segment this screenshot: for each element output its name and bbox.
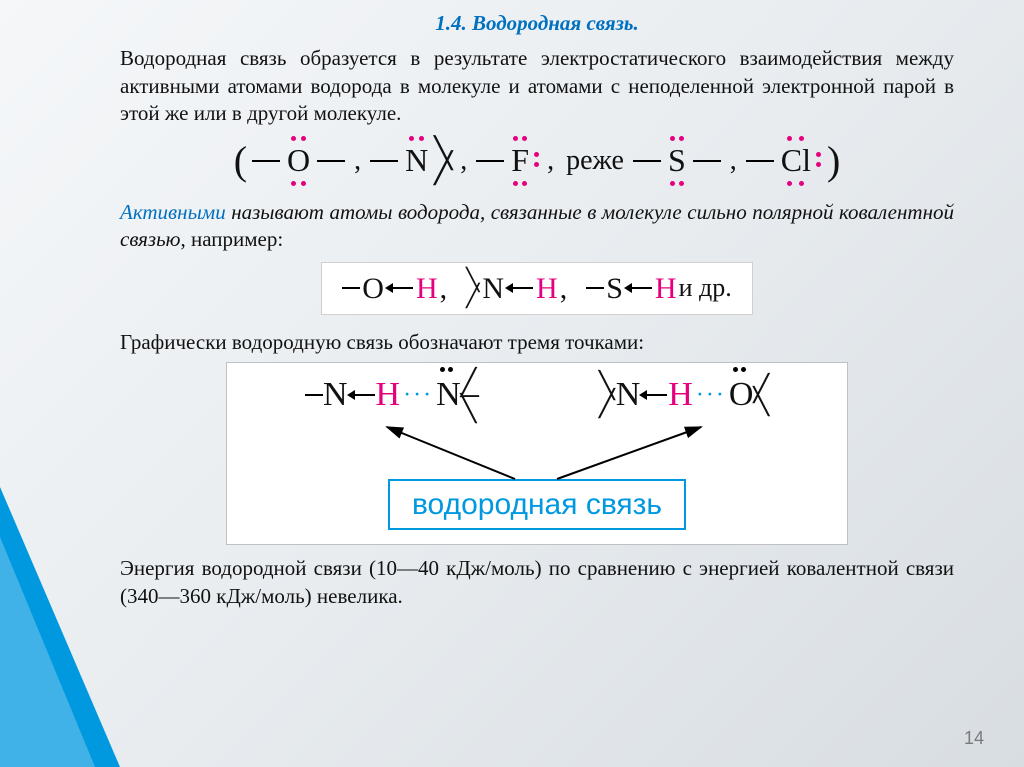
atom-N: N <box>616 373 641 417</box>
atom-O-acceptor: O <box>729 373 754 417</box>
separator: , <box>726 143 741 179</box>
atom-N: N <box>482 269 504 308</box>
atom-label: N <box>405 142 428 178</box>
atom-O: O <box>285 140 312 182</box>
polar-bonds-row: O H , ╲╱ N H , S H и др. <box>321 262 752 315</box>
polar-arrow-icon <box>626 287 652 289</box>
polar-arrow-icon <box>507 287 533 289</box>
hbond-diagram: N H ··· N ╱─╲ ╲╱ N H ··· O <box>226 362 848 545</box>
bond <box>746 160 774 162</box>
page-number: 14 <box>964 728 984 749</box>
bond <box>317 160 345 162</box>
text-tail: , например: <box>180 227 283 251</box>
emphasis-active: Активными <box>120 200 226 224</box>
paragraph-active-atoms: Активными называют атомы водорода, связа… <box>120 199 954 254</box>
bond <box>252 160 280 162</box>
branch-lines: ╱╲ <box>753 382 769 408</box>
bond <box>370 160 398 162</box>
lewis-atoms-row: ( O , N ╲╱ , F , реже S <box>120 135 954 187</box>
separator: , <box>456 143 471 179</box>
separator: , <box>560 269 568 308</box>
atom-H: H <box>536 269 558 308</box>
molecule-NHO: ╲╱ N H ··· O ╱╲ <box>599 373 769 417</box>
atom-N-acceptor: N <box>436 373 461 417</box>
rare-label: реже <box>562 143 628 179</box>
hbond-dots: ··· <box>693 380 729 411</box>
atom-label: N <box>436 376 461 413</box>
bond <box>476 160 504 162</box>
atom-label: O <box>729 376 754 413</box>
atom-O: O <box>362 269 384 308</box>
separator: , <box>350 143 365 179</box>
bond <box>586 287 604 289</box>
bond <box>633 160 661 162</box>
atom-H: H <box>655 269 677 308</box>
bond <box>342 287 360 289</box>
atom-F: F <box>509 140 531 182</box>
text-tail: и др. <box>679 271 732 305</box>
branch-lines: ╱─╲ <box>461 376 479 415</box>
polar-arrow-icon <box>349 394 375 396</box>
hbond-label-box: водородная связь <box>388 479 686 530</box>
atom-label: F <box>511 142 529 178</box>
separator: , <box>440 269 448 308</box>
atom-N: N <box>323 373 348 417</box>
paragraph-definition: Водородная связь образуется в результате… <box>120 45 954 127</box>
hbond-dots: ··· <box>400 380 436 411</box>
branch-lines: ╲╱ <box>599 381 616 410</box>
atom-Cl: Cl <box>779 140 813 182</box>
close-paren: ) <box>817 135 840 187</box>
atom-label: O <box>287 142 310 178</box>
polar-arrow-icon <box>387 287 413 289</box>
atom-label: S <box>668 142 686 178</box>
paragraph-notation: Графически водородную связь обозначают т… <box>120 329 954 356</box>
branch-lines: ╲╱ <box>434 146 452 176</box>
paragraph-energy: Энергия водородной связи (10—40 кДж/моль… <box>120 555 954 610</box>
open-paren: ( <box>234 135 247 187</box>
callout-arrows-icon <box>257 421 817 481</box>
separator: , <box>535 143 558 179</box>
atom-S: S <box>606 269 623 308</box>
bond <box>693 160 721 162</box>
atom-N: N <box>403 140 430 182</box>
section-title: 1.4. Водородная связь. <box>120 10 954 37</box>
atom-label: Cl <box>781 142 811 178</box>
atom-S: S <box>666 140 688 182</box>
molecule-NHN: N H ··· N ╱─╲ <box>305 373 479 417</box>
branch-lines: ╲╱ <box>466 276 480 300</box>
atom-H: H <box>376 373 401 417</box>
polar-arrow-icon <box>641 394 667 396</box>
atom-H: H <box>416 269 438 308</box>
atom-H: H <box>668 373 693 417</box>
bond <box>305 394 323 396</box>
